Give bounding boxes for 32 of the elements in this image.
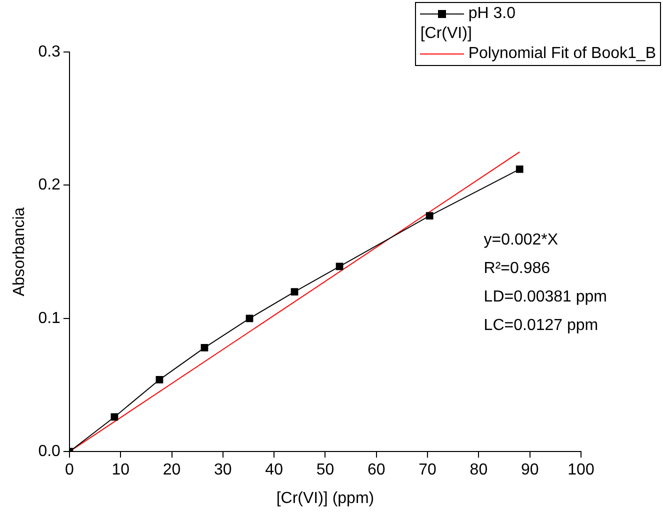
x-tick-label: 90 bbox=[520, 462, 539, 479]
legend-label: pH 3.0 bbox=[468, 4, 516, 24]
x-tick-label: 0 bbox=[64, 462, 74, 479]
x-tick-label: 20 bbox=[162, 462, 181, 479]
point bbox=[110, 413, 118, 421]
x-axis-title: [Cr(VI)] (ppm) bbox=[276, 490, 374, 507]
annotation: LD=0.00381 ppm bbox=[484, 288, 608, 306]
point bbox=[516, 166, 524, 173]
point bbox=[336, 262, 344, 270]
point bbox=[200, 344, 208, 352]
x-tick-label: 40 bbox=[265, 462, 284, 479]
y-tick-label: 0.3 bbox=[38, 43, 61, 60]
x-tick-label: 100 bbox=[568, 462, 594, 479]
point bbox=[290, 288, 298, 296]
x-tick-label: 70 bbox=[418, 462, 437, 479]
annotation: R²=0.986 bbox=[484, 260, 550, 277]
x-tick-label: 60 bbox=[367, 462, 386, 479]
x-tick-label: 50 bbox=[316, 462, 334, 479]
x-tick-label: 80 bbox=[470, 462, 488, 479]
annotation: LC=0.0127 ppm bbox=[484, 316, 598, 334]
point bbox=[156, 376, 164, 384]
x-tick-label: 10 bbox=[112, 462, 130, 479]
point bbox=[246, 314, 254, 322]
y-tick-label: 0.1 bbox=[38, 310, 61, 327]
y-tick-label: 0.2 bbox=[38, 176, 61, 194]
x-tick-label: 30 bbox=[214, 462, 232, 479]
annotation: y=0.002*X bbox=[484, 231, 558, 248]
y-tick-label: 0.0 bbox=[38, 443, 61, 460]
y-axis-title: Absorbancia bbox=[11, 207, 28, 296]
legend-title: [Cr(VI)] bbox=[420, 24, 473, 44]
point bbox=[426, 212, 434, 220]
legend-label: Polynomial Fit of Book1_B bbox=[468, 44, 656, 64]
